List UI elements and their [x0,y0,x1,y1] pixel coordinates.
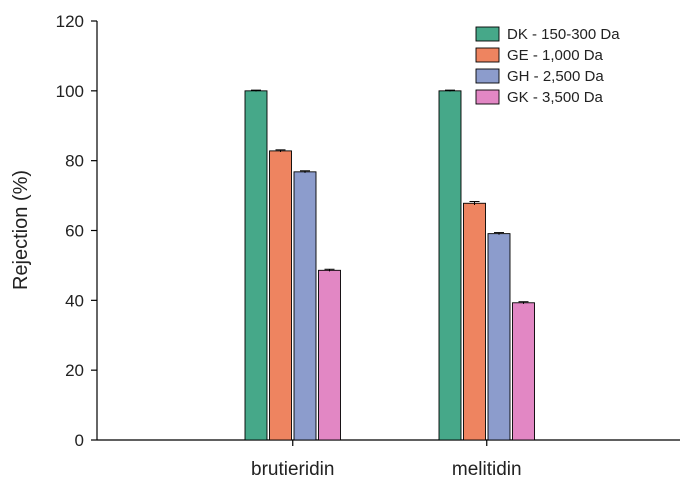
y-tick-label: 60 [65,222,84,241]
legend-label: GE - 1,000 Da [507,47,604,64]
legend-swatch [475,89,500,105]
category-label: melitidin [452,459,522,479]
bar [487,233,511,441]
bar [293,171,317,441]
y-tick-label: 100 [56,82,84,101]
y-tick-label: 120 [56,12,84,31]
legend-swatch [475,68,500,84]
y-tick-label: 40 [65,291,84,310]
y-axis: 0 20 40 60 80 100 120 [56,12,98,450]
bar-group [244,89,535,441]
bar [438,90,462,441]
y-tick-label: 20 [65,361,84,380]
bar [244,90,268,441]
y-axis-title: Rejection (%) [10,170,32,290]
bar [463,202,486,441]
category-label: brutieridin [251,459,334,479]
legend-label: GK - 3,500 Da [507,89,604,106]
x-axis: brutieridin melitidin [97,439,680,479]
legend-label: DK - 150-300 Da [507,26,620,43]
legend-swatch [475,26,500,42]
bar [318,269,341,441]
legend-swatch [475,47,500,63]
bar [269,150,292,441]
legend-label: GH - 2,500 Da [507,68,604,85]
y-tick-label: 80 [65,152,84,171]
legend: DK - 150-300 Da GE - 1,000 Da GH - 2,500 D… [475,26,620,106]
bar [512,302,535,441]
y-tick-label: 0 [75,431,84,450]
